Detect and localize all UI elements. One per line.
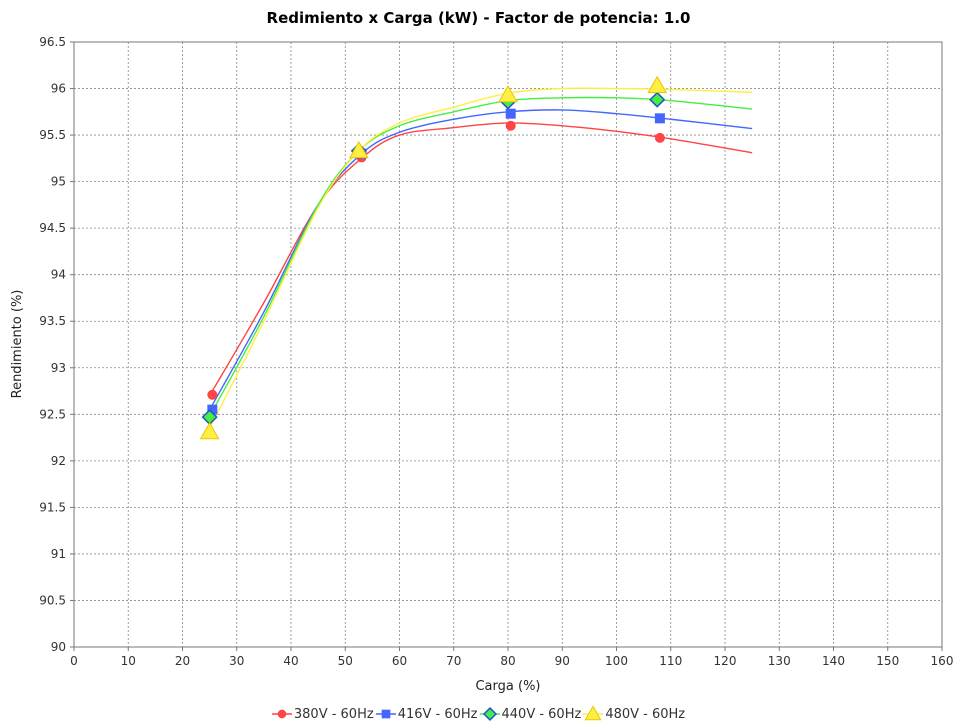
legend-marker <box>277 709 287 719</box>
legend-label: 440V - 60Hz <box>501 706 582 722</box>
legend-marker <box>482 706 497 722</box>
legend-label: 416V - 60Hz <box>397 706 478 722</box>
y-tick-label: 96.5 <box>39 35 66 49</box>
x-tick-label: 110 <box>659 654 682 668</box>
y-tick-label: 93 <box>51 361 66 375</box>
data-point <box>654 132 665 143</box>
y-tick-label: 96 <box>51 82 66 96</box>
x-tick-label: 40 <box>283 654 298 668</box>
x-tick-label: 0 <box>70 654 78 668</box>
legend-marker <box>584 705 602 721</box>
legend-label: 480V - 60Hz <box>605 706 686 722</box>
y-tick-label: 91.5 <box>39 500 66 514</box>
x-tick-label: 60 <box>392 654 407 668</box>
legend-swatch <box>375 709 396 719</box>
legend-item: 416V - 60Hz <box>375 705 478 723</box>
data-point <box>647 75 668 93</box>
y-tick-label: 90.5 <box>39 593 66 607</box>
data-point <box>654 113 665 124</box>
series-line <box>211 109 753 406</box>
x-tick-label: 100 <box>605 654 628 668</box>
x-tick-label: 160 <box>931 654 954 668</box>
x-tick-label: 80 <box>500 654 515 668</box>
chart-title: Redimiento x Carga (kW) - Factor de pote… <box>266 9 691 27</box>
chart-plot: 0 10 20 30 40 50 60 70 80 90 100 110 120 130 140 150 160… <box>10 35 954 694</box>
x-tick-label: 130 <box>768 654 791 668</box>
y-tick-label: 95 <box>51 175 66 189</box>
data-point <box>649 91 666 108</box>
series-line <box>209 96 753 417</box>
legend-item: 440V - 60Hz <box>479 705 582 723</box>
y-tick-label: 95.5 <box>39 128 66 142</box>
data-point <box>505 120 516 131</box>
y-tick-label: 90 <box>51 640 66 654</box>
x-axis-title: Carga (%) <box>475 679 540 694</box>
legend-item: 480V - 60Hz <box>583 705 685 723</box>
y-tick-label: 93.5 <box>39 314 66 328</box>
y-axis-title: Rendimiento (%) <box>10 290 25 399</box>
series-line <box>209 87 753 429</box>
x-tick-label: 50 <box>338 654 353 668</box>
legend-swatch <box>271 709 292 719</box>
data-point <box>348 140 369 159</box>
x-tick-label: 150 <box>876 654 899 668</box>
legend-label: 380V - 60Hz <box>293 706 374 722</box>
legend-swatch <box>479 706 500 722</box>
plot-area <box>73 41 943 648</box>
legend-marker <box>381 709 391 719</box>
legend-swatch <box>583 705 604 721</box>
x-tick-label: 20 <box>175 654 190 668</box>
x-tick-label: 10 <box>121 654 136 668</box>
data-point <box>505 108 516 119</box>
x-tick-label: 90 <box>555 654 570 668</box>
y-tick-label: 94.5 <box>39 221 66 235</box>
y-tick-label: 92.5 <box>39 407 66 421</box>
data-point <box>498 85 518 103</box>
data-point <box>207 389 218 400</box>
data-point <box>199 421 220 440</box>
y-tick-label: 92 <box>51 454 66 468</box>
y-tick-label: 91 <box>51 547 66 561</box>
x-tick-label: 140 <box>822 654 845 668</box>
legend: 380V - 60Hz 416V - 60Hz 440V - 60Hz 480V - … <box>0 705 957 723</box>
y-tick-label: 94 <box>51 268 66 282</box>
series-line <box>211 122 753 392</box>
x-tick-label: 120 <box>714 654 737 668</box>
x-tick-label: 30 <box>229 654 244 668</box>
x-tick-label: 70 <box>446 654 461 668</box>
legend-item: 380V - 60Hz <box>271 705 374 723</box>
